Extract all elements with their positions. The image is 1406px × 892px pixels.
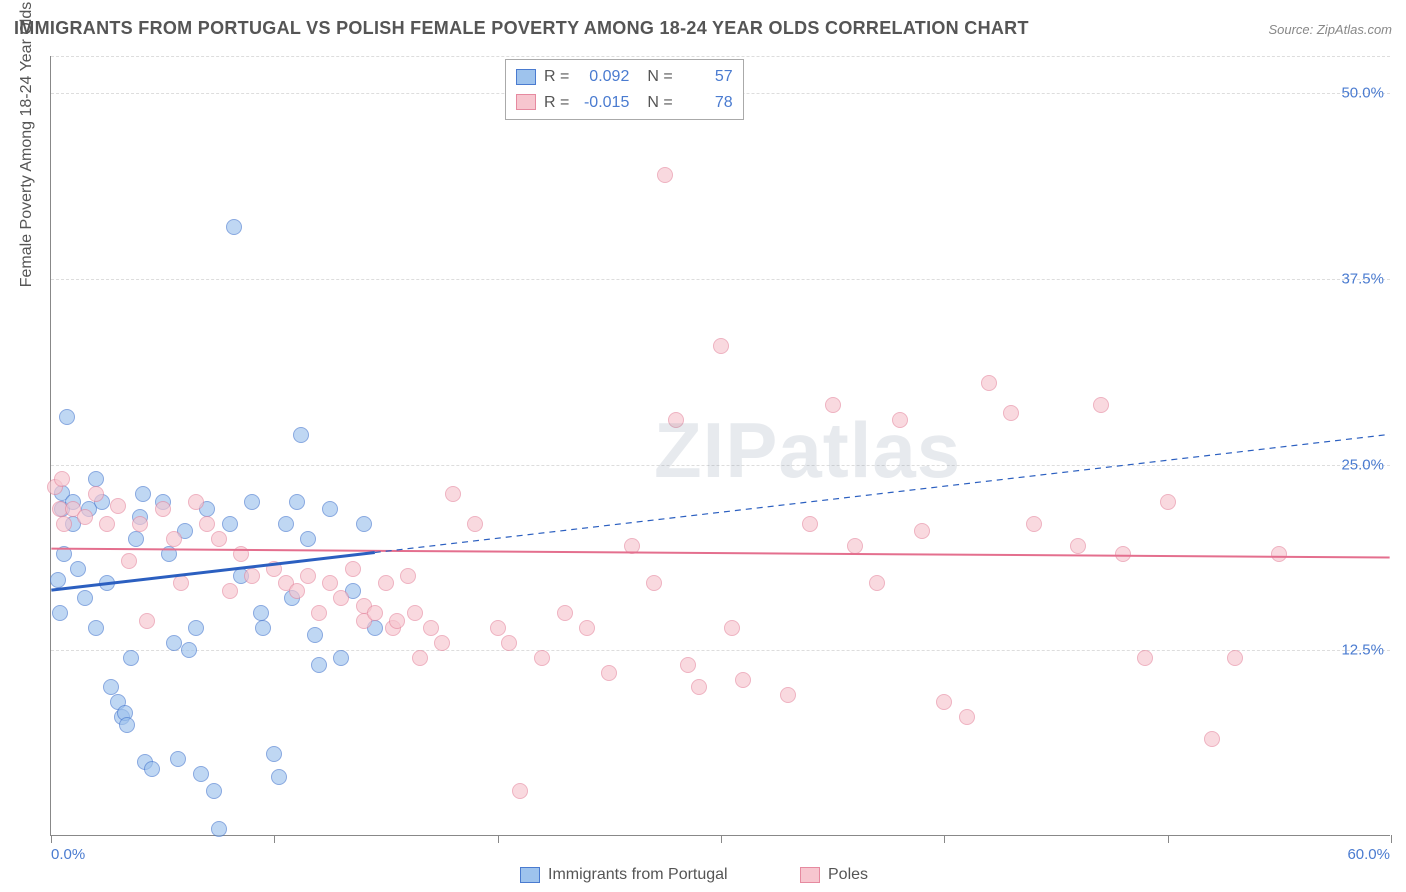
chart-title: IMMIGRANTS FROM PORTUGAL VS POLISH FEMAL… [14,18,1029,39]
legend-r-label: R = [544,64,569,90]
trend-layer [51,56,1390,835]
x-tick [721,835,722,843]
legend-r-value: 0.092 [577,64,629,90]
correlation-legend: R = 0.092 N = 57 R = -0.015 N = 78 [505,59,744,120]
x-tick [1391,835,1392,843]
y-axis-label: Female Poverty Among 18-24 Year Olds [18,2,36,288]
legend-series-name: Immigrants from Portugal [548,866,728,884]
source-label: Source: ZipAtlas.com [1268,22,1392,37]
x-tick [274,835,275,843]
x-tick [944,835,945,843]
legend-n-label: N = [647,90,672,116]
x-tick [1168,835,1169,843]
legend-swatch [516,69,536,85]
plot-area: 12.5%25.0%37.5%50.0%0.0%60.0% ZIPatlas [50,56,1390,836]
series-legend-item: Poles [800,866,868,884]
trend-line-poles [51,549,1389,558]
legend-n-value: 57 [681,64,733,90]
legend-swatch [800,867,820,883]
legend-r-label: R = [544,90,569,116]
x-end-label: 60.0% [1347,846,1390,863]
legend-n-value: 78 [681,90,733,116]
x-start-label: 0.0% [51,846,85,863]
x-tick [51,835,52,843]
trend-line-portugal-dashed [375,434,1390,552]
trend-line-portugal-solid [51,553,374,591]
legend-swatch [520,867,540,883]
series-legend-item: Immigrants from Portugal [520,866,728,884]
legend-n-label: N = [647,64,672,90]
legend-series-name: Poles [828,866,868,884]
x-tick [498,835,499,843]
legend-swatch [516,94,536,110]
legend-r-value: -0.015 [577,90,629,116]
